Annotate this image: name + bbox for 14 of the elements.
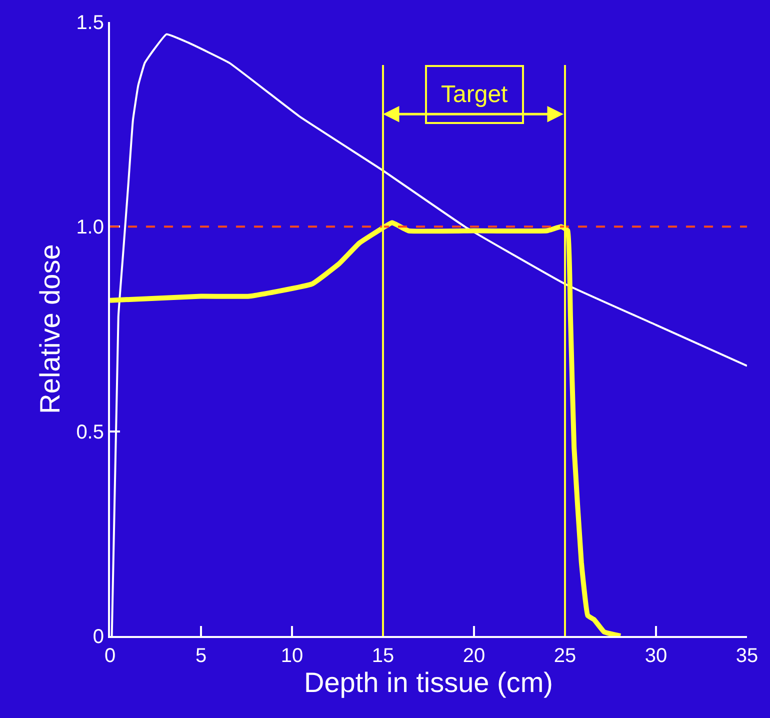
x-axis-title: Depth in tissue (cm) [304,667,553,698]
annotation: Target [441,81,508,108]
y-tick-label: 0.5 [76,421,104,444]
y-tick-label: 0 [92,626,104,648]
x-tick-label: 5 [195,645,207,667]
x-tick-label: 15 [372,645,394,667]
x-tick-label: 20 [462,645,486,667]
x-tick-label: 30 [644,645,668,667]
x-tick-label: 35 [736,645,758,667]
x-tick-label: 25 [554,645,576,667]
y-tick-label: 1.0 [76,216,104,239]
y-tick-label: 1.5 [76,12,104,34]
y-axis-title: Relative dose [34,244,66,414]
x-tick-label: 10 [280,645,304,667]
